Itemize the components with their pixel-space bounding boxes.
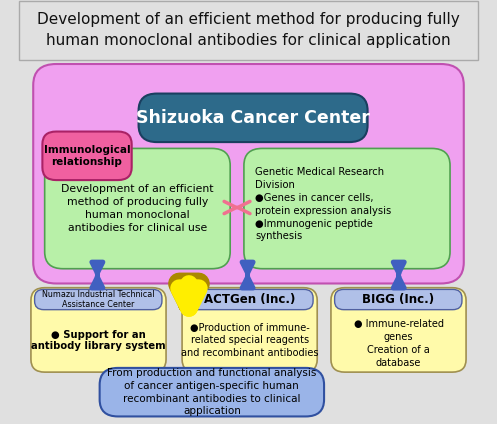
Text: Development of an efficient
method of producing fully
human monoclonal
antibodie: Development of an efficient method of pr…	[61, 184, 214, 233]
FancyBboxPatch shape	[334, 290, 462, 310]
FancyBboxPatch shape	[244, 148, 450, 269]
FancyBboxPatch shape	[19, 1, 478, 60]
FancyBboxPatch shape	[99, 368, 324, 416]
FancyBboxPatch shape	[45, 148, 230, 269]
Text: Immunological
relationship: Immunological relationship	[44, 145, 130, 167]
Text: ACTGen (Inc.): ACTGen (Inc.)	[204, 293, 295, 306]
Text: BIGG (Inc.): BIGG (Inc.)	[362, 293, 434, 306]
Text: ● Support for an
antibody library system: ● Support for an antibody library system	[31, 330, 166, 351]
Text: Shizuoka Cancer Center: Shizuoka Cancer Center	[136, 109, 370, 127]
FancyBboxPatch shape	[182, 288, 317, 372]
Text: ● Immune-related
genes
Creation of a
database: ● Immune-related genes Creation of a dat…	[353, 319, 443, 368]
Text: Development of an efficient method for producing fully
human monoclonal antibodi: Development of an efficient method for p…	[37, 12, 460, 48]
FancyBboxPatch shape	[31, 288, 166, 372]
Text: ●Production of immune-
related special reagents
and recombinant antibodies: ●Production of immune- related special r…	[181, 323, 319, 358]
Text: Numazu Industrial Technical
Assistance Center: Numazu Industrial Technical Assistance C…	[42, 290, 155, 309]
FancyBboxPatch shape	[42, 131, 132, 180]
FancyBboxPatch shape	[139, 94, 368, 142]
FancyBboxPatch shape	[331, 288, 466, 372]
Text: Genetic Medical Research
Division
●Genes in cancer cells,
protein expression ana: Genetic Medical Research Division ●Genes…	[255, 167, 392, 241]
FancyBboxPatch shape	[35, 290, 162, 310]
FancyBboxPatch shape	[33, 64, 464, 284]
Text: From production and functional analysis
of cancer antigen-specific human
recombi: From production and functional analysis …	[107, 368, 317, 416]
FancyBboxPatch shape	[186, 290, 313, 310]
